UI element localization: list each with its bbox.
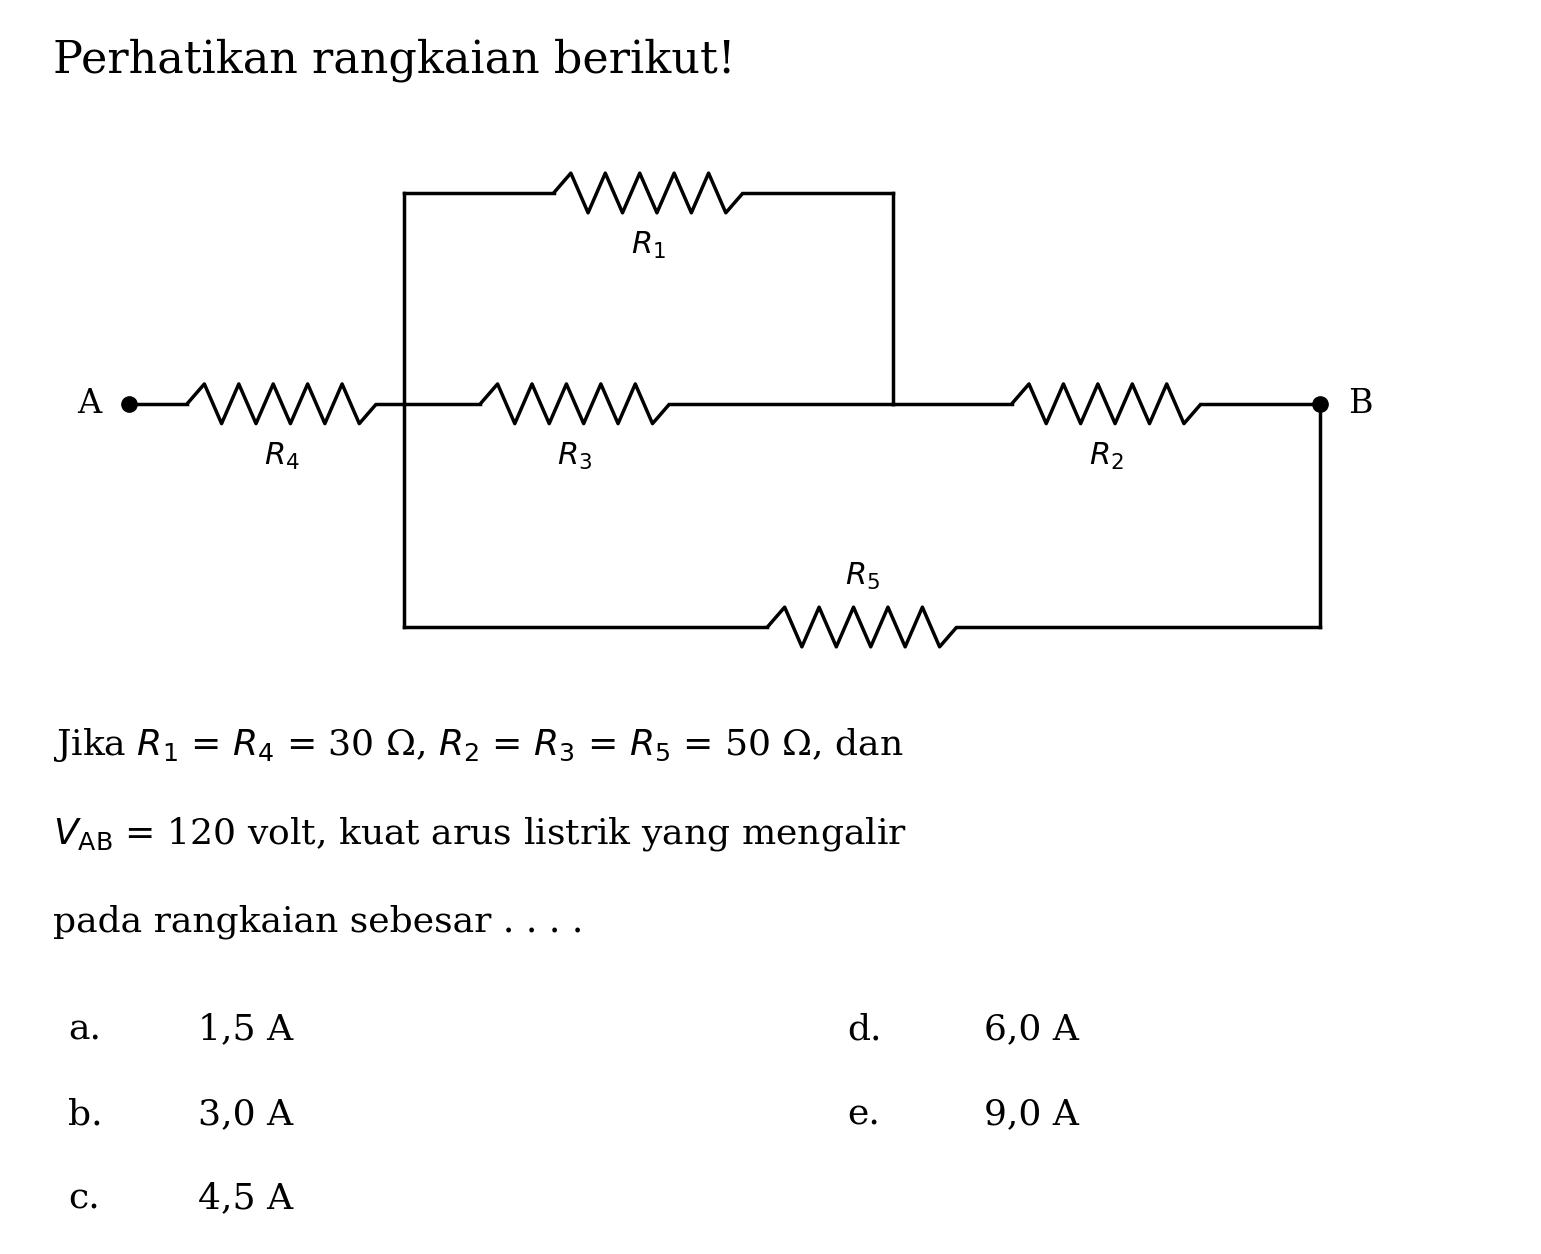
Text: b.: b. bbox=[68, 1097, 103, 1131]
Text: $V_{\mathrm{AB}}$ = 120 volt, kuat arus listrik yang mengalir: $V_{\mathrm{AB}}$ = 120 volt, kuat arus … bbox=[52, 815, 906, 854]
Text: A: A bbox=[77, 387, 102, 420]
Text: pada rangkaian sebesar . . . .: pada rangkaian sebesar . . . . bbox=[52, 905, 582, 939]
Text: 4,5 A: 4,5 A bbox=[197, 1181, 293, 1215]
Text: Perhatikan rangkaian berikut!: Perhatikan rangkaian berikut! bbox=[52, 38, 735, 82]
Text: 6,0 A: 6,0 A bbox=[985, 1013, 1079, 1047]
Text: a.: a. bbox=[68, 1013, 102, 1047]
Text: $R_3$: $R_3$ bbox=[558, 441, 593, 472]
Text: e.: e. bbox=[848, 1097, 880, 1131]
Text: $R_1$: $R_1$ bbox=[630, 231, 666, 261]
Text: 9,0 A: 9,0 A bbox=[985, 1097, 1079, 1131]
Text: B: B bbox=[1348, 387, 1371, 420]
Text: $R_4$: $R_4$ bbox=[264, 441, 299, 472]
Text: $R_2$: $R_2$ bbox=[1089, 441, 1123, 472]
Text: c.: c. bbox=[68, 1181, 100, 1215]
Text: Jika $R_1$ = $R_4$ = 30 Ω, $R_2$ = $R_3$ = $R_5$ = 50 Ω, dan: Jika $R_1$ = $R_4$ = 30 Ω, $R_2$ = $R_3$… bbox=[52, 726, 903, 764]
Text: 1,5 A: 1,5 A bbox=[197, 1013, 293, 1047]
Text: d.: d. bbox=[848, 1013, 881, 1047]
Text: $R_5$: $R_5$ bbox=[844, 562, 880, 592]
Text: 3,0 A: 3,0 A bbox=[197, 1097, 293, 1131]
